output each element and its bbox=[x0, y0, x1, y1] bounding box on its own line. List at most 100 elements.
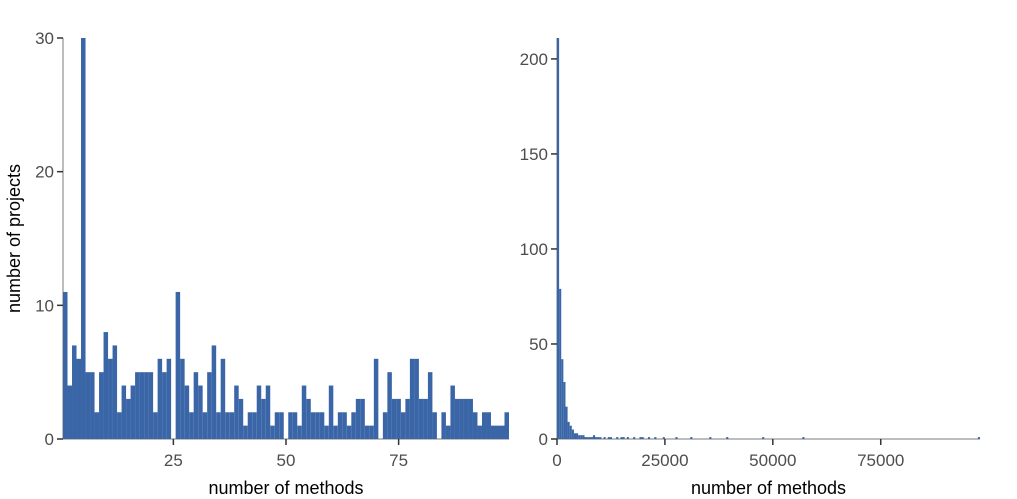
histogram-bar bbox=[153, 412, 158, 439]
x-tick-label: 50000 bbox=[749, 451, 796, 470]
histogram-bar bbox=[369, 425, 374, 439]
histogram-bar bbox=[582, 435, 585, 439]
histogram-bar bbox=[563, 381, 566, 439]
histogram-bar bbox=[373, 358, 379, 439]
histogram-bar bbox=[198, 385, 203, 439]
y-tick-label: 20 bbox=[35, 163, 54, 182]
histogram-bar bbox=[639, 437, 642, 439]
y-tick-label: 10 bbox=[35, 296, 54, 315]
histogram-bar bbox=[499, 425, 505, 439]
histogram-bar bbox=[588, 437, 591, 439]
histogram-bar bbox=[573, 433, 577, 439]
histogram-bar bbox=[641, 437, 644, 439]
y-tick-label: 0 bbox=[45, 430, 54, 449]
left-histogram-panel: 0 10 20 30 25 50 75 number of methods number o… bbox=[4, 29, 509, 498]
right-x-axis-title: number of methods bbox=[691, 478, 846, 498]
histogram-bar bbox=[590, 437, 593, 439]
histogram-bar bbox=[148, 372, 154, 439]
left-x-axis-title: number of methods bbox=[208, 478, 363, 498]
histogram-bar bbox=[391, 398, 397, 439]
histogram-bar bbox=[139, 372, 145, 439]
histogram-bar bbox=[441, 412, 446, 439]
right-ticks: 0 50 100 150 200 0 25000 50000 75000 bbox=[520, 50, 905, 470]
histogram-bar bbox=[229, 412, 235, 439]
histogram-bar bbox=[306, 398, 311, 439]
histogram-bar bbox=[220, 358, 226, 439]
histogram-bar bbox=[292, 412, 298, 439]
histogram-bar bbox=[486, 412, 491, 439]
histogram-bar bbox=[597, 437, 600, 439]
histogram-bar bbox=[559, 288, 562, 439]
x-tick-label: 0 bbox=[552, 451, 561, 470]
histogram-bar bbox=[382, 412, 388, 439]
histogram-bar bbox=[126, 398, 131, 439]
histogram-bar bbox=[67, 385, 73, 439]
histogram-bar bbox=[274, 412, 280, 439]
histogram-bar bbox=[495, 425, 500, 439]
y-tick-label: 50 bbox=[529, 335, 548, 354]
histogram-bar bbox=[346, 425, 352, 439]
histogram-bar bbox=[561, 359, 564, 439]
histogram-bar bbox=[85, 372, 91, 439]
histogram-bar bbox=[592, 435, 596, 439]
histogram-bar bbox=[99, 372, 104, 439]
histogram-bar bbox=[802, 437, 805, 439]
histogram-bar bbox=[211, 345, 217, 439]
histogram-bar bbox=[576, 433, 579, 439]
histogram-bar bbox=[207, 372, 212, 439]
histogram-bar bbox=[977, 437, 980, 439]
histogram-bar bbox=[76, 358, 82, 439]
histogram-bar bbox=[351, 412, 356, 439]
histogram-bar bbox=[571, 429, 574, 439]
histogram-bar bbox=[423, 398, 428, 439]
histogram-bar bbox=[675, 437, 678, 439]
y-tick-label: 200 bbox=[520, 50, 548, 69]
histogram-bar bbox=[337, 412, 343, 439]
histogram-bar bbox=[328, 385, 334, 439]
histogram-bar bbox=[654, 437, 657, 439]
right-bars bbox=[557, 38, 980, 439]
histogram-bar bbox=[609, 437, 612, 439]
histogram-bar bbox=[247, 412, 253, 439]
histogram-bar bbox=[709, 437, 712, 439]
histogram-bar bbox=[569, 425, 572, 439]
histogram-bar bbox=[72, 345, 77, 439]
histogram-bar bbox=[342, 412, 347, 439]
histogram-bar bbox=[166, 358, 172, 439]
histogram-bar bbox=[427, 372, 433, 439]
histogram-bar bbox=[333, 425, 338, 439]
histogram-bar bbox=[633, 437, 636, 439]
histogram-bar bbox=[504, 412, 509, 439]
histogram-bar bbox=[599, 437, 602, 439]
histogram-bar bbox=[225, 412, 230, 439]
histogram-bar bbox=[180, 358, 185, 439]
histogram-bar bbox=[578, 435, 581, 439]
histogram-bar bbox=[586, 437, 589, 439]
histogram-bar bbox=[193, 372, 199, 439]
histogram-bar bbox=[418, 398, 424, 439]
histogram-bar bbox=[584, 437, 587, 439]
y-tick-label: 0 bbox=[539, 430, 548, 449]
x-tick-label: 25 bbox=[164, 451, 183, 470]
histogram-bar bbox=[647, 437, 651, 439]
histogram-bar bbox=[565, 406, 568, 439]
y-tick-label: 150 bbox=[520, 145, 548, 164]
histogram-bar bbox=[459, 398, 464, 439]
histogram-bar bbox=[121, 385, 127, 439]
histogram-bar bbox=[432, 412, 437, 439]
histogram-bar bbox=[162, 372, 167, 439]
histogram-bar bbox=[364, 425, 370, 439]
histogram-bar bbox=[616, 437, 619, 439]
histogram-bar bbox=[315, 412, 320, 439]
histogram-bar bbox=[144, 372, 149, 439]
x-tick-label: 75 bbox=[389, 451, 408, 470]
histogram-bar bbox=[620, 437, 623, 439]
histogram-bar bbox=[90, 372, 95, 439]
histogram-bar bbox=[360, 398, 365, 439]
right-histogram-panel: 0 50 100 150 200 0 25000 50000 75000 number of m… bbox=[520, 38, 980, 498]
histogram-bar bbox=[472, 412, 478, 439]
histogram-bar bbox=[243, 425, 248, 439]
histogram-bar bbox=[387, 372, 392, 439]
histogram-bar bbox=[261, 398, 266, 439]
histogram-bar bbox=[184, 385, 190, 439]
